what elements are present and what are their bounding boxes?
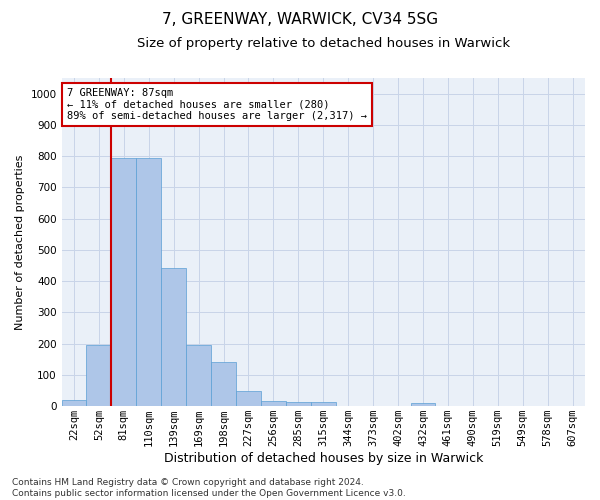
Title: Size of property relative to detached houses in Warwick: Size of property relative to detached ho… [137,38,510,51]
Bar [161,268,186,406]
Bar [286,402,311,406]
Y-axis label: Number of detached properties: Number of detached properties [15,154,25,330]
Text: 7 GREENWAY: 87sqm
← 11% of detached houses are smaller (280)
89% of semi-detache: 7 GREENWAY: 87sqm ← 11% of detached hous… [67,88,367,121]
X-axis label: Distribution of detached houses by size in Warwick: Distribution of detached houses by size … [164,452,483,465]
Bar [62,400,86,406]
Bar [112,158,136,406]
Bar [86,344,112,406]
Bar [236,390,261,406]
Text: Contains HM Land Registry data © Crown copyright and database right 2024.
Contai: Contains HM Land Registry data © Crown c… [12,478,406,498]
Bar [261,402,286,406]
Bar [211,362,236,406]
Bar [410,403,436,406]
Bar [311,402,336,406]
Text: 7, GREENWAY, WARWICK, CV34 5SG: 7, GREENWAY, WARWICK, CV34 5SG [162,12,438,28]
Bar [136,158,161,406]
Bar [186,344,211,406]
